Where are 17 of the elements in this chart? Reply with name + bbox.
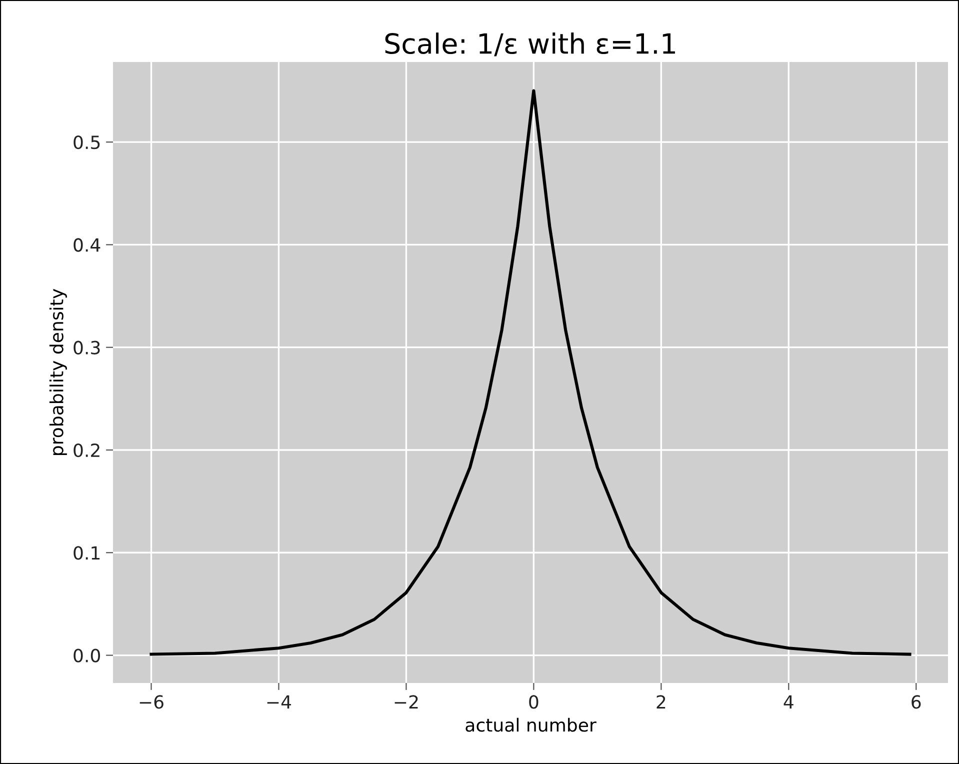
y-tick-label: 0.0 [74,648,100,662]
line-series [150,89,912,656]
y-axis-title: probability density [49,288,67,455]
x-tick-label: −6 [140,695,164,709]
x-tick-label: −2 [394,695,418,709]
y-tick-label: 0.1 [74,546,100,560]
x-axis-title: actual number [466,718,596,732]
x-tick-label: 6 [912,695,921,709]
y-tick-label: 0.3 [74,340,100,354]
x-tick-label: 4 [784,695,794,709]
x-tick-label: −4 [267,695,292,709]
y-tick-label: 0.4 [74,238,100,252]
x-tick-label: 2 [656,695,666,709]
y-tick-label: 0.5 [74,136,100,150]
x-tick-label: 0 [529,695,538,709]
y-tick-label: 0.2 [74,443,100,458]
chart-title: Scale: 1/ε with ε=1.1 [385,32,675,56]
